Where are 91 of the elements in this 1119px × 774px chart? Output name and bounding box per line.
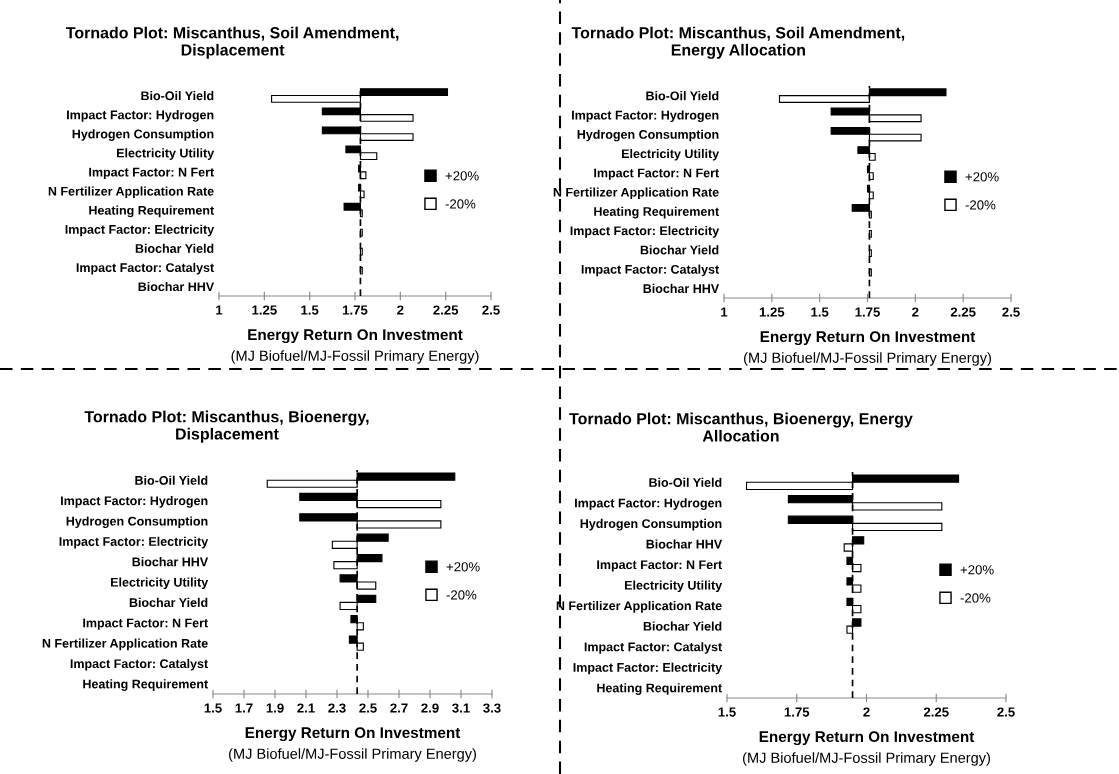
y-tick-label: Biochar HHV [646, 539, 723, 549]
chart-title: Tornado Plot: Miscanthus, Soil Amendment, Energy Allocation [571, 26, 905, 59]
x-tick-label: 2.3 [328, 703, 346, 713]
legend-label: +20% [445, 171, 479, 181]
x-tick-label: 1.5 [811, 307, 829, 317]
y-tick-label: Hydrogen Consumption [580, 518, 722, 531]
x-tick-label: 2.25 [923, 707, 949, 717]
x-tick-label: 1.5 [204, 703, 222, 713]
y-tick-label: Bio-Oil Yield [141, 91, 214, 101]
x-tick-label: 1.9 [266, 703, 284, 713]
x-tick-label: 2.5 [997, 707, 1015, 717]
y-tick-label: Biochar Yield [129, 597, 208, 608]
y-tick-label: Impact Factor: Hydrogen [575, 498, 722, 510]
y-tick-label: Bio-Oil Yield [646, 91, 719, 101]
x-tick-label: 2.25 [950, 307, 976, 317]
y-tick-label: Impact Factor: Hydrogen [61, 496, 208, 508]
y-tick-label: Impact Factor: Hydrogen [572, 110, 719, 123]
x-tick-label: 2.7 [390, 703, 408, 713]
y-tick-label: Impact Factor: Electricity [570, 226, 720, 238]
legend-label: +20% [446, 562, 480, 572]
y-tick-label: Biochar Yield [135, 243, 214, 253]
x-tick-label: 1.75 [855, 307, 880, 317]
x-tick-label: 1.5 [718, 707, 736, 717]
y-tick-label: Impact Factor: N Fert [83, 618, 208, 630]
y-tick-label: Electricity Utility [625, 580, 723, 593]
y-tick-label: Impact Factor: N Fert [89, 167, 214, 180]
y-tick-label: Biochar Yield [643, 621, 722, 631]
y-tick-label: Hydrogen Consumption [66, 516, 208, 529]
x-tick-label: 2.5 [359, 703, 377, 713]
chart-title: Tornado Plot: Miscanthus, Bioenergy, Energy Allocation [569, 412, 913, 442]
y-tick-label: Biochar HHV [132, 557, 209, 567]
y-tick-label: Impact Factor: Electricity [65, 224, 215, 237]
text: (MJ Biofuel/MJ-Fossil Primary Energy) [744, 352, 991, 366]
x-tick-label: 1 [721, 307, 728, 317]
y-tick-label: Heating Requirement [597, 683, 722, 695]
legend-label: -20% [965, 200, 996, 210]
x-tick-label: 1.5 [301, 305, 319, 315]
y-tick-label: Impact Factor: N Fert [594, 168, 719, 180]
x-tick-label: 2.5 [1002, 307, 1020, 317]
chart-title: Tornado Plot: Miscanthus, Bioenergy, Displacement [84, 410, 369, 443]
y-tick-label: Bio-Oil Yield [135, 475, 208, 485]
y-tick-label: Impact Factor: Hydrogen [67, 110, 214, 122]
chart-title: Tornado Plot: Miscanthus, Soil Amendment, Displacement [65, 26, 399, 59]
x-tick-label: 2 [863, 707, 870, 717]
text: (MJ Biofuel/MJ-Fossil Primary Energy) [231, 350, 479, 364]
legend-label: -20% [960, 593, 991, 603]
x-tick-label: 2 [397, 305, 404, 315]
x-tick-label: 1.75 [342, 305, 368, 315]
x-tick-label: 2.5 [482, 305, 500, 315]
y-tick-label: Impact Factor: Catalyst [581, 264, 719, 277]
legend-label: -20% [446, 590, 477, 600]
y-tick-label: N Fertilizer Application Rate [48, 186, 214, 199]
x-tick-label: 3.3 [483, 703, 501, 713]
x-tick-label: 1 [216, 305, 223, 315]
x-tick-label: 1.75 [784, 707, 810, 717]
text: (MJ Biofuel/MJ-Fossil Primary Energy) [743, 752, 990, 766]
x-tick-label: 1.25 [252, 305, 277, 315]
x-tick-label: 2.9 [421, 703, 439, 713]
y-tick-label: Biochar Yield [640, 245, 719, 255]
x-tick-label: 1.7 [235, 703, 253, 713]
x-axis-title: Energy Return On Investment [245, 727, 461, 742]
y-tick-label: Heating Requirement [594, 206, 719, 219]
y-tick-label: Electricity Utility [111, 577, 209, 590]
y-tick-label: Hydrogen Consumption [72, 129, 214, 141]
y-tick-label: Heating Requirement [89, 205, 214, 218]
y-tick-label: Impact Factor: N Fert [597, 560, 722, 572]
legend-label: -20% [445, 199, 476, 209]
text: (MJ Biofuel/MJ-Fossil Primary Energy) [229, 748, 476, 762]
x-axis-title: Energy Return On Investment [760, 331, 976, 346]
x-tick-label: 2.25 [433, 305, 459, 315]
y-tick-label: Electricity Utility [117, 148, 215, 160]
y-tick-label: Electricity Utility [622, 148, 720, 161]
y-tick-label: Hydrogen Consumption [577, 129, 719, 142]
x-tick-label: 1.25 [759, 307, 785, 317]
legend-label: +20% [965, 172, 999, 182]
y-tick-label: Biochar HHV [138, 281, 215, 292]
x-axis-title: Energy Return On Investment [248, 329, 463, 344]
y-tick-label: Impact Factor: Electricity [573, 662, 723, 675]
x-axis-title: Energy Return On Investment [759, 731, 975, 746]
legend-label: +20% [960, 565, 994, 575]
y-tick-label: Impact Factor: Catalyst [70, 658, 208, 671]
y-tick-label: N Fertilizer Application Rate [42, 638, 208, 651]
x-tick-label: 2 [912, 307, 919, 317]
y-tick-label: Impact Factor: Catalyst [584, 642, 722, 654]
y-tick-label: Bio-Oil Yield [649, 477, 722, 487]
y-tick-label: Biochar HHV [643, 283, 720, 294]
y-tick-label: Impact Factor: Electricity [59, 536, 209, 549]
x-tick-label: 3.1 [452, 703, 470, 713]
x-tick-label: 2.1 [297, 703, 315, 713]
y-tick-label: Heating Requirement [83, 679, 208, 691]
y-tick-label: Impact Factor: Catalyst [76, 262, 214, 275]
